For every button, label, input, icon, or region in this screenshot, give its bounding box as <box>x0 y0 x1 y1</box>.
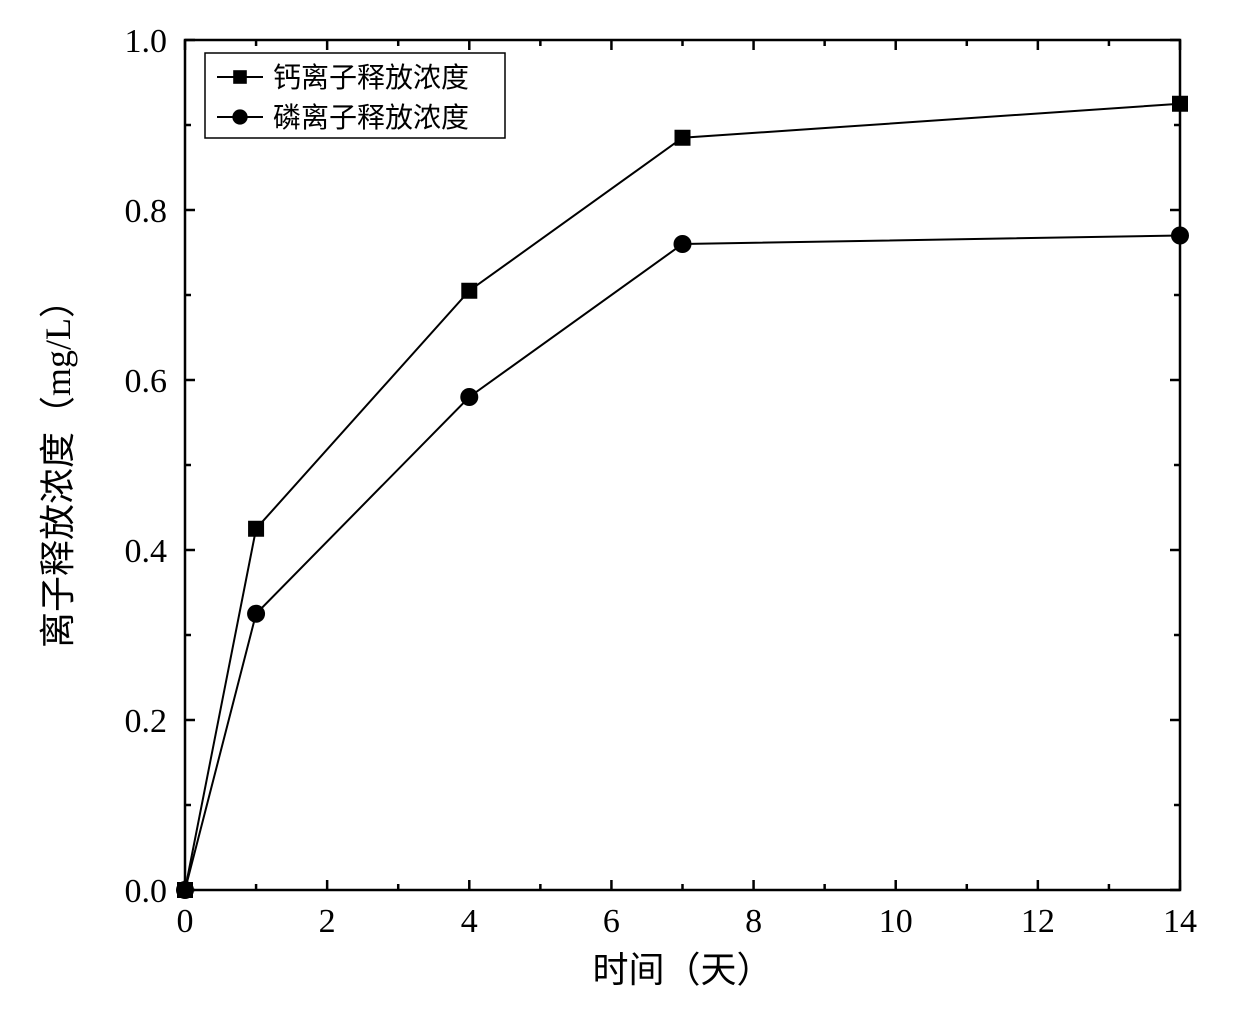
svg-text:14: 14 <box>1163 903 1197 940</box>
svg-text:0.0: 0.0 <box>125 873 168 910</box>
svg-text:4: 4 <box>461 903 478 940</box>
svg-text:10: 10 <box>879 903 913 940</box>
svg-text:钙离子释放浓度: 钙离子释放浓度 <box>273 62 469 94</box>
svg-text:6: 6 <box>603 903 620 940</box>
svg-text:8: 8 <box>745 903 762 940</box>
svg-text:1.0: 1.0 <box>125 23 168 60</box>
svg-text:12: 12 <box>1021 903 1055 940</box>
svg-text:磷离子释放浓度: 磷离子释放浓度 <box>273 102 469 134</box>
svg-text:0: 0 <box>177 903 194 940</box>
svg-text:时间（天）: 时间（天） <box>592 950 772 990</box>
svg-text:0.2: 0.2 <box>125 703 168 740</box>
svg-text:2: 2 <box>319 903 336 940</box>
chart-container: 0 2 4 6 8 10 12 14 0.0 0.2 0.4 0.6 0.8 1.0 时间（天） 离子释放浓度… <box>20 20 1220 1006</box>
svg-text:0.8: 0.8 <box>125 193 168 230</box>
ion-release-chart: 0 2 4 6 8 10 12 14 0.0 0.2 0.4 0.6 0.8 1.0 时间（天） 离子释放浓度… <box>20 20 1220 1006</box>
legend: 钙离子释放浓度磷离子释放浓度 <box>205 53 505 138</box>
svg-text:0.4: 0.4 <box>125 533 168 570</box>
svg-text:离子释放浓度（mg/L）: 离子释放浓度（mg/L） <box>38 282 78 648</box>
svg-text:0.6: 0.6 <box>125 363 168 400</box>
